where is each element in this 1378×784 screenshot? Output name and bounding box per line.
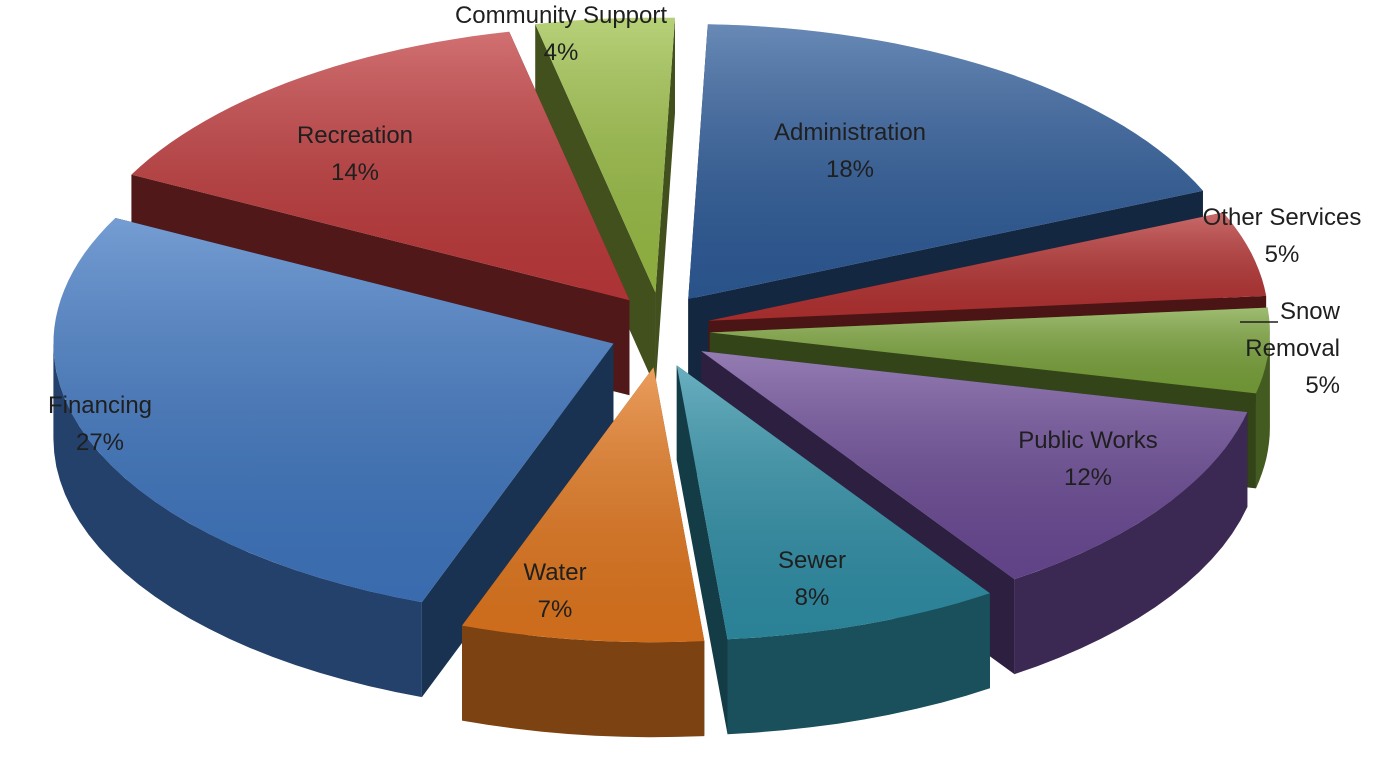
- slice-top-sheen: [53, 218, 614, 603]
- slice-label-water: Water 7%: [523, 559, 586, 623]
- slice-label-recreation: Recreation 14%: [297, 122, 413, 186]
- slice-label-snow-removal: Snow Removal 5%: [1245, 298, 1340, 399]
- slice-value-label: 14%: [331, 159, 379, 186]
- slice-name: Community Support: [455, 2, 667, 29]
- slice-value-label: 8%: [795, 584, 830, 611]
- pie-slice-water: [462, 367, 705, 738]
- slice-top-sheen: [676, 365, 990, 640]
- slice-name: Administration: [774, 119, 926, 146]
- slice-outer-wall: [53, 343, 422, 698]
- slice-name: Recreation: [297, 122, 413, 149]
- slice-top-sheen: [131, 31, 630, 301]
- slices-layer: [53, 17, 1270, 738]
- slice-value-label: 5%: [1305, 372, 1340, 399]
- slice-name-line-2: Removal: [1245, 335, 1340, 362]
- slice-value-label: 18%: [826, 156, 874, 183]
- slice-top-sheen: [709, 307, 1270, 394]
- slice-outer-wall: [727, 593, 990, 735]
- slice-outer-wall: [462, 625, 705, 738]
- slice-outer-wall: [1256, 332, 1270, 489]
- slice-side-wall: [421, 343, 614, 698]
- slice-side-wall: [676, 365, 728, 735]
- slice-top-sheen: [462, 367, 705, 643]
- slice-value-label: 7%: [538, 596, 573, 623]
- slice-outer-wall: [1014, 412, 1248, 675]
- pie-slice-financing: [53, 217, 614, 698]
- slice-side-wall: [655, 17, 676, 388]
- slice-name: Other Services: [1203, 204, 1362, 231]
- slice-name: Sewer: [778, 547, 846, 574]
- slice-label-financing: Financing 27%: [48, 392, 152, 456]
- labels-layer: Administration 18% Other Services 5% Snow Rem…: [48, 2, 1361, 623]
- slice-name: Financing: [48, 392, 152, 419]
- slice-label-other-services: Other Services 5%: [1203, 204, 1362, 268]
- slice-value-label: 27%: [76, 429, 124, 456]
- slice-name: Public Works: [1018, 427, 1158, 454]
- slice-value-label: 4%: [544, 39, 579, 66]
- slice-name: Water: [523, 559, 586, 586]
- pie-slice-sewer: [676, 365, 990, 735]
- slice-value-label: 5%: [1265, 241, 1300, 268]
- slice-top-sheen: [708, 212, 1267, 321]
- slice-top-sheen: [535, 17, 675, 293]
- slice-value-label: 12%: [1064, 464, 1112, 491]
- slice-label-public-works: Public Works 12%: [1018, 427, 1158, 491]
- slice-name-line-1: Snow: [1280, 298, 1341, 325]
- slice-top-sheen: [701, 351, 1248, 580]
- slice-label-sewer: Sewer 8%: [778, 547, 846, 611]
- slice-top-sheen: [688, 24, 1203, 300]
- slice-label-community-support: Community Support 4%: [455, 2, 667, 66]
- slice-label-administration: Administration 18%: [774, 119, 926, 183]
